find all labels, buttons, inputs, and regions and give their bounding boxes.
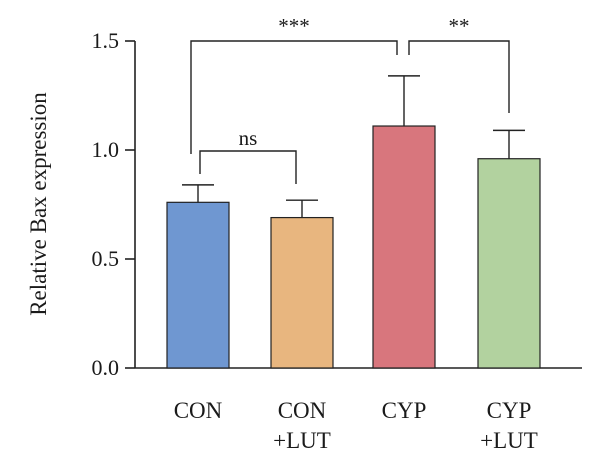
x-category-label: CYP <box>382 398 427 423</box>
y-tick-label: 1.0 <box>92 137 120 162</box>
y-tick-label: 0.5 <box>92 246 120 271</box>
bar-cyp <box>372 125 436 369</box>
bar-con-lut <box>270 216 334 369</box>
y-tick-label: 0.0 <box>92 355 120 380</box>
bar-cyp-lut <box>477 158 541 369</box>
significance-label: *** <box>278 14 310 38</box>
x-category-label: CON <box>174 398 223 423</box>
x-category-label: CYP +LUT <box>480 398 538 453</box>
y-axis-title: Relative Bax expression <box>26 92 51 316</box>
y-tick-label: 1.5 <box>92 28 120 53</box>
significance-label: ** <box>449 14 470 38</box>
significance-bracket <box>190 40 398 154</box>
significance-label: ns <box>239 126 258 150</box>
significance-bracket <box>408 40 510 113</box>
bar-con <box>166 201 230 369</box>
significance-brackets <box>190 40 510 184</box>
error-bars <box>182 75 525 218</box>
x-category-label: CON +LUT <box>273 398 331 453</box>
bars <box>166 125 541 369</box>
significance-bracket <box>199 150 297 184</box>
